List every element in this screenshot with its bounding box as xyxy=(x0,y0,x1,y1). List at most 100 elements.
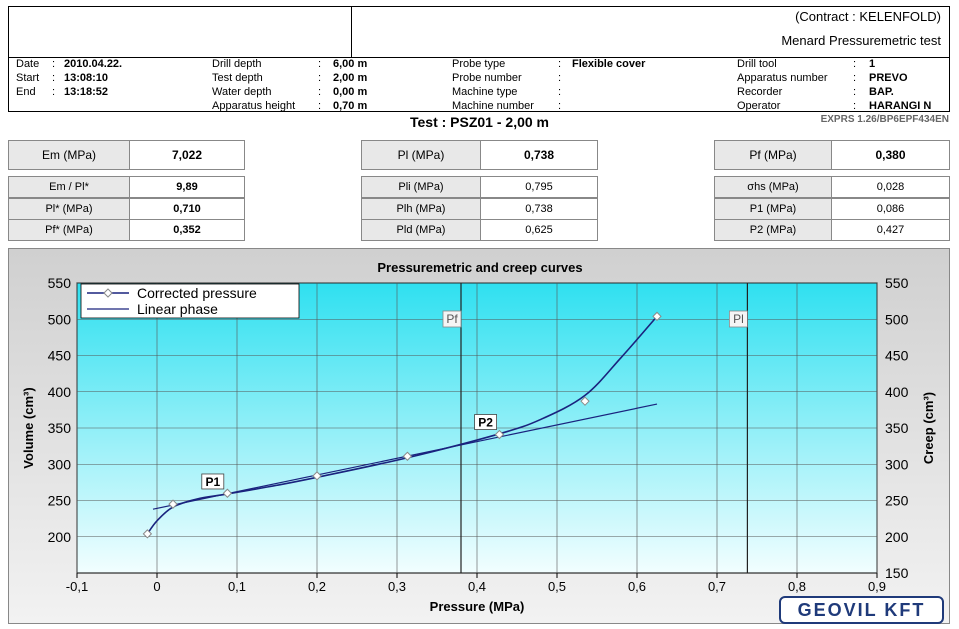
info-separator: : xyxy=(558,86,562,98)
info-label: Probe type xyxy=(452,58,506,70)
info-separator: : xyxy=(318,100,322,112)
y2-axis-label: Creep (cm³) xyxy=(921,392,936,464)
x-tick-label: 0,1 xyxy=(228,579,246,594)
header-divider-horizontal xyxy=(9,57,949,58)
company-logo: GEOVIL KFT xyxy=(779,596,944,624)
data-point-marker xyxy=(494,429,505,440)
info-separator: : xyxy=(853,86,857,98)
y-tick-label: 350 xyxy=(48,420,72,436)
data-point-marker xyxy=(222,488,233,498)
info-label: Operator xyxy=(737,100,781,112)
y2-tick-label: 200 xyxy=(885,529,909,545)
result-value: 0,710 xyxy=(129,197,245,220)
y2-tick-label: 400 xyxy=(885,384,909,400)
data-point-marker xyxy=(402,451,413,461)
pressuremetric-chart: Pressuremetric and creep curves -0,1 0 0,1… xyxy=(21,260,936,614)
result-value: 9,89 xyxy=(129,176,245,198)
info-value: 13:08:10 xyxy=(64,72,109,84)
result-label: P1 (MPa) xyxy=(714,197,832,220)
info-label: Recorder xyxy=(737,86,783,98)
info-separator: : xyxy=(853,72,857,84)
x-tick-label: 0,2 xyxy=(308,579,326,594)
y2-tick-label: 550 xyxy=(885,275,909,291)
info-label: Water depth xyxy=(212,86,272,98)
y2-tick-label: 300 xyxy=(885,456,909,472)
info-value: 2010.04.22. xyxy=(64,58,123,70)
info-value: 0,00 m xyxy=(333,86,368,98)
y2-tick-label: 150 xyxy=(885,565,909,581)
data-point-marker xyxy=(580,396,590,406)
info-value: 2,00 m xyxy=(333,72,368,84)
threshold-tag xyxy=(729,310,748,328)
info-separator: : xyxy=(52,72,56,84)
data-point-marker xyxy=(142,529,153,539)
info-label: Machine type xyxy=(452,86,518,98)
info-label: Probe number xyxy=(452,72,522,84)
chart-title: Pressuremetric and creep curves xyxy=(377,260,582,275)
result-label: σhs (MPa) xyxy=(714,176,832,198)
info-separator: : xyxy=(52,58,56,70)
result-value: 0,028 xyxy=(831,176,950,198)
info-label: Date xyxy=(16,58,40,70)
pf-label: Pf (MPa) xyxy=(714,140,832,170)
info-value: 13:18:52 xyxy=(64,86,109,98)
legend-box xyxy=(80,283,300,319)
y-tick-label: 500 xyxy=(48,311,72,327)
result-label: Plh (MPa) xyxy=(361,197,481,220)
y2-tick-label: 500 xyxy=(885,311,909,327)
em-label: Em (MPa) xyxy=(8,140,130,170)
info-separator: : xyxy=(558,100,562,112)
result-label: P2 (MPa) xyxy=(714,219,832,241)
info-value: 1 xyxy=(869,58,876,70)
result-value: 0,086 xyxy=(831,197,950,220)
chart-panel: Pressuremetric and creep curves -0,1 0 0,1… xyxy=(8,248,950,624)
info-separator: : xyxy=(52,86,56,98)
result-label: Em / Pl* xyxy=(8,176,130,198)
result-value: 0,795 xyxy=(480,176,598,198)
info-separator: : xyxy=(853,100,857,112)
info-label: End xyxy=(16,86,36,98)
y2-tick-label: 250 xyxy=(885,493,909,509)
info-label: Machine number xyxy=(452,100,534,112)
threshold-label: Pl xyxy=(733,312,744,326)
software-version: EXPRS 1.26/BP6EPF434EN xyxy=(820,114,949,125)
pf-value: 0,380 xyxy=(831,140,950,170)
result-value: 0,738 xyxy=(480,197,598,220)
info-label: Start xyxy=(16,72,40,84)
x-tick-label: 0 xyxy=(153,579,160,594)
info-label: Apparatus number xyxy=(737,72,828,84)
contract-label: (Contract : KELENFOLD) xyxy=(795,9,941,24)
x-tick-label: 0,3 xyxy=(388,579,406,594)
y-tick-label: 400 xyxy=(48,384,72,400)
result-label: Pli (MPa) xyxy=(361,176,481,198)
threshold-label: Pf xyxy=(446,312,458,326)
y-tick-label: 550 xyxy=(48,275,72,291)
x-tick-label: -0,1 xyxy=(66,579,88,594)
info-label: Test depth xyxy=(212,72,263,84)
x-tick-label: 0,9 xyxy=(868,579,886,594)
x-tick-label: 0,7 xyxy=(708,579,726,594)
info-value: 0,70 m xyxy=(333,100,368,112)
result-value: 0,625 xyxy=(480,219,598,241)
info-separator: : xyxy=(318,72,322,84)
pl-label: Pl (MPa) xyxy=(361,140,481,170)
y2-tick-label: 350 xyxy=(885,420,909,436)
test-title: Test : PSZ01 - 2,00 m xyxy=(409,114,549,130)
info-value: 6,00 m xyxy=(333,58,368,70)
header-divider-vertical xyxy=(351,7,352,57)
x-tick-label: 0,4 xyxy=(468,579,486,594)
info-value: Flexible cover xyxy=(572,58,646,70)
header-panel: (Contract : KELENFOLD) Menard Pressureme… xyxy=(8,6,950,112)
info-label: Apparatus height xyxy=(212,100,296,112)
result-value: 0,352 xyxy=(129,219,245,241)
data-point-marker xyxy=(652,311,662,322)
legend-marker xyxy=(103,288,113,298)
x-axis-label: Pressure (MPa) xyxy=(430,599,525,614)
test-type-label: Menard Pressuremetric test xyxy=(781,33,941,48)
legend-label-corrected: Corrected pressure xyxy=(137,285,257,301)
result-value: 0,427 xyxy=(831,219,950,241)
threshold-tag xyxy=(442,310,462,328)
point-label: P1 xyxy=(205,475,220,489)
data-point-marker xyxy=(168,499,178,509)
info-value: PREVO xyxy=(869,72,908,84)
